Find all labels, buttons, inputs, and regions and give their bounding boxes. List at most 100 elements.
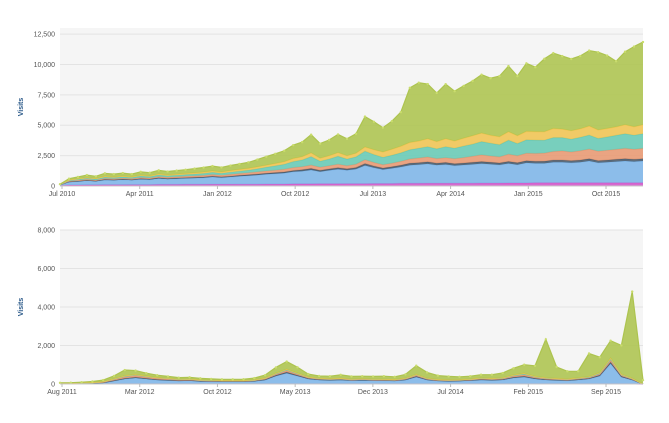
data-point [354,132,358,135]
data-point [479,373,483,376]
data-point [193,167,196,170]
y-tick-label: 2,000 [37,343,55,350]
data-point [631,290,634,293]
data-point [274,152,277,155]
data-point [523,363,526,366]
data-point [605,54,609,57]
x-tick-label: Oct 2012 [203,389,232,396]
data-point [641,40,645,44]
data-point [166,170,169,173]
data-point [444,82,447,86]
data-point [85,173,89,177]
data-point [458,375,461,378]
data-point [296,366,299,369]
data-point [139,170,142,173]
data-point [516,74,519,78]
x-tick-label: Oct 2012 [281,191,310,198]
data-point [404,373,407,376]
x-tick-label: Apr 2011 [126,191,154,198]
visits-chart-bottom: 0 2,000 4,000 6,000 8,000 Visits Aug 2011 Mar 2… [0,222,669,402]
x-tick-label: Sep 2015 [591,389,621,396]
x-tick-label: Feb 2015 [514,389,544,396]
data-point [417,81,420,84]
data-point [263,373,267,377]
y-tick-label: 0 [51,184,55,191]
visits-area-chart-top: 0 2,500 5,000 7,500 10,000 12,500 Visits Jul 20… [18,28,645,198]
x-tick-label: Jul 2014 [437,389,464,396]
x-tick-label: Aug 2011 [47,389,77,396]
data-point [435,91,438,95]
data-point [238,162,241,166]
data-point [265,155,268,158]
data-point [103,172,107,175]
data-point [253,376,256,380]
data-point [426,82,429,86]
data-point [533,364,537,368]
data-point [632,45,636,48]
data-point [274,366,278,369]
data-point [471,79,474,83]
data-point [123,368,126,372]
data-point [620,344,623,347]
data-point [361,375,364,378]
data-point [469,375,472,378]
data-point [372,120,376,123]
data-point [498,74,501,78]
y-tick-label: 5,000 [37,123,55,130]
data-point [209,377,213,381]
data-point [501,371,504,375]
data-point [69,381,72,384]
data-point [507,64,510,68]
data-point [447,375,450,378]
data-point [566,370,569,373]
visits-chart-top: 0 2,500 5,000 7,500 10,000 12,500 Visits Jul 20… [0,22,669,202]
data-point [436,374,440,377]
data-point [256,158,259,161]
y-tick-label: 4,000 [37,305,55,312]
data-point [609,339,612,342]
data-point [555,365,558,369]
data-point [399,111,403,114]
data-point [328,375,332,378]
data-point [363,115,367,118]
x-tick-label: Mar 2012 [125,389,155,396]
data-point [544,338,548,341]
data-point [614,60,618,63]
data-point [309,133,313,136]
data-point [134,369,137,372]
data-point [327,138,331,142]
data-point [155,374,159,377]
data-point [577,369,580,373]
data-point [350,375,353,378]
area-series-2 [60,363,643,384]
data-point [220,378,224,381]
data-point [462,84,465,88]
x-tick-label: Apr 2014 [436,191,465,198]
data-point [345,137,349,140]
data-point [371,375,375,378]
data-point [489,76,492,80]
data-point [408,86,411,90]
area-series-3 [60,158,643,185]
data-point [318,142,322,145]
x-tick-label: Jan 2015 [514,191,543,198]
y-tick-label: 6,000 [37,266,55,273]
data-point [94,175,98,178]
y-axis-label: Visits [18,298,25,317]
data-point [317,374,321,378]
area-series-7 [60,291,643,384]
data-point [381,126,385,129]
x-tick-label: Jul 2013 [360,191,387,198]
y-tick-label: 7,500 [37,92,55,99]
data-point [177,376,180,379]
data-point [307,372,310,376]
data-point [231,378,234,381]
data-point [425,371,429,374]
x-tick-label: Jul 2010 [49,191,76,198]
y-tick-label: 8,000 [37,228,55,235]
data-point [80,380,83,384]
data-point [641,378,645,382]
data-point [623,50,627,53]
y-tick-label: 2,500 [37,153,55,160]
data-point [58,182,62,186]
